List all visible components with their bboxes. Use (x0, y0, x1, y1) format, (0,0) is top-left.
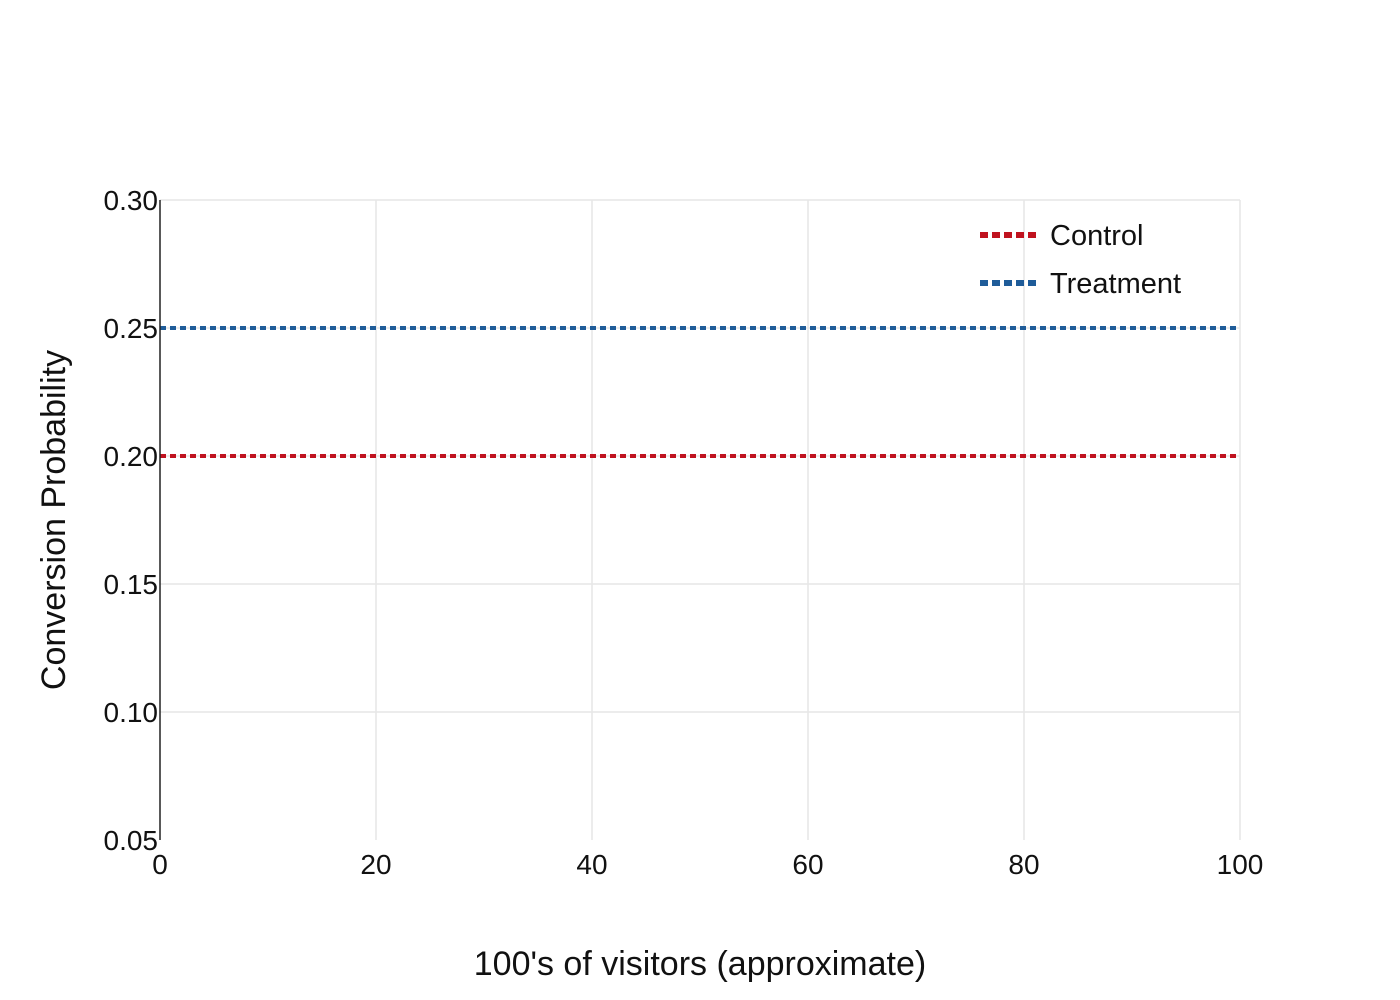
legend-label-control: Control (1050, 220, 1144, 252)
x-tick-label: 100 (1217, 849, 1264, 880)
series-lines (160, 326, 1240, 458)
x-tick-label: 0 (152, 849, 168, 880)
legend-label-treatment: Treatment (1050, 268, 1181, 300)
x-tick-label: 40 (576, 849, 607, 880)
y-axis-title: Conversion Probability (35, 350, 73, 690)
x-tick-label: 60 (792, 849, 823, 880)
y-tick-label: 0.25 (104, 313, 159, 344)
x-tick-labels: 0 20 40 60 80 100 (152, 849, 1263, 880)
y-tick-labels: 0.05 0.10 0.15 0.20 0.25 0.30 (104, 185, 159, 856)
y-tick-label: 0.30 (104, 185, 159, 216)
x-tick-label: 20 (360, 849, 391, 880)
x-axis-title: 100's of visitors (approximate) (474, 945, 926, 983)
y-tick-label: 0.15 (104, 569, 159, 600)
x-tick-label: 80 (1008, 849, 1039, 880)
y-tick-label: 0.20 (104, 441, 159, 472)
legend: Control Treatment (980, 220, 1181, 300)
y-tick-label: 0.10 (104, 697, 159, 728)
y-tick-label: 0.05 (104, 825, 159, 856)
